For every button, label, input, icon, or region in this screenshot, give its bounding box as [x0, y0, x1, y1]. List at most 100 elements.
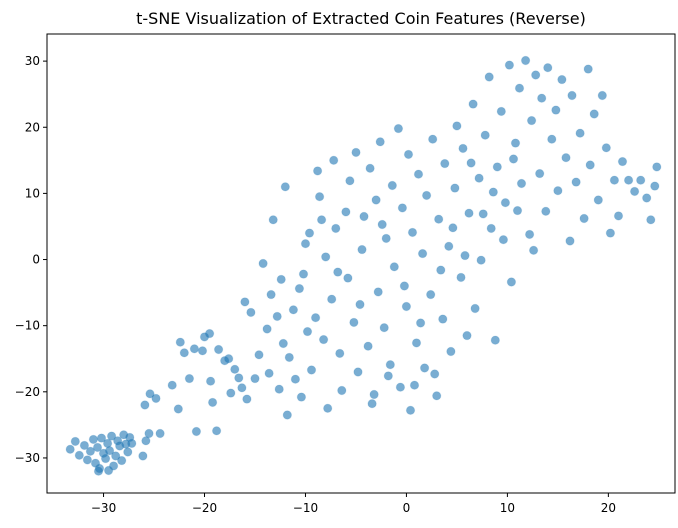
data-point: [385, 360, 395, 370]
data-point: [480, 130, 490, 140]
data-point: [490, 335, 500, 345]
data-point: [343, 273, 353, 283]
data-point: [151, 393, 161, 404]
data-point: [430, 369, 440, 379]
data-point: [395, 382, 406, 392]
data-point: [345, 176, 355, 186]
data-point: [629, 186, 640, 197]
data-point: [381, 233, 391, 244]
data-point: [585, 160, 595, 170]
data-point: [226, 388, 236, 398]
data-point: [462, 330, 472, 341]
data-point: [337, 385, 347, 396]
data-point: [456, 272, 466, 283]
y-tick-label: −10: [15, 319, 40, 333]
data-point: [268, 215, 278, 225]
data-point: [104, 446, 115, 456]
data-point: [294, 283, 305, 294]
data-point: [436, 265, 446, 275]
data-point: [96, 433, 107, 443]
data-point: [417, 248, 428, 259]
data-point: [282, 410, 292, 420]
data-point: [175, 337, 186, 347]
data-point: [484, 72, 494, 82]
data-point: [191, 426, 202, 437]
data-point: [367, 399, 377, 409]
data-point: [123, 447, 133, 457]
x-tick-label: 10: [500, 501, 515, 515]
data-point: [321, 252, 331, 262]
data-point: [138, 451, 148, 461]
points-layer: [65, 55, 662, 476]
data-point: [450, 183, 460, 193]
data-point: [377, 219, 387, 230]
data-point: [375, 137, 385, 147]
data-point: [204, 328, 215, 339]
data-point: [230, 364, 240, 374]
data-point: [605, 228, 616, 238]
data-point: [280, 182, 290, 192]
x-tick-label: 0: [403, 501, 411, 515]
data-point: [92, 442, 103, 453]
data-point: [211, 426, 222, 436]
data-point: [74, 450, 85, 460]
data-point: [207, 397, 218, 408]
data-point: [288, 305, 299, 315]
data-point: [393, 123, 404, 134]
data-point: [498, 235, 509, 245]
data-point: [167, 380, 177, 390]
data-point: [298, 269, 309, 279]
data-point: [452, 121, 462, 131]
data-point: [141, 436, 151, 446]
data-point: [405, 405, 416, 415]
data-point: [353, 367, 363, 377]
y-tick-label: 0: [32, 253, 40, 267]
data-point: [335, 348, 345, 359]
data-point: [106, 431, 117, 441]
data-point: [197, 346, 208, 356]
data-point: [411, 338, 422, 348]
data-point: [145, 389, 155, 399]
data-point: [413, 169, 424, 179]
data-point: [642, 193, 652, 203]
data-point: [541, 206, 551, 217]
y-tick-label: −20: [15, 385, 40, 399]
data-point: [601, 143, 611, 153]
data-point: [127, 438, 137, 449]
data-point: [258, 258, 268, 269]
data-point: [327, 294, 337, 304]
data-point: [284, 352, 294, 363]
data-point: [407, 227, 418, 238]
data-point: [341, 207, 351, 217]
data-point: [579, 213, 589, 224]
data-point: [508, 154, 519, 164]
data-point: [65, 444, 75, 454]
data-point: [365, 163, 375, 174]
data-point: [460, 250, 470, 261]
data-point: [70, 436, 81, 447]
y-tick-label: −30: [15, 451, 40, 465]
data-point: [179, 348, 190, 358]
data-point: [466, 158, 476, 168]
data-point: [369, 389, 379, 400]
data-point: [415, 318, 426, 328]
data-point: [111, 451, 121, 461]
data-point: [470, 303, 480, 314]
data-point: [272, 311, 282, 322]
data-point: [85, 446, 96, 456]
data-point: [512, 205, 523, 216]
data-point: [250, 373, 260, 384]
data-point: [551, 105, 561, 115]
data-point: [144, 428, 154, 439]
data-point: [553, 186, 563, 196]
data-point: [173, 404, 184, 414]
data-point: [387, 180, 397, 191]
data-point: [575, 128, 585, 138]
data-point: [318, 334, 329, 345]
x-axis: −30 −20 −10 0 10 20: [91, 493, 616, 515]
data-point: [535, 168, 545, 179]
data-point: [331, 223, 341, 234]
data-point: [274, 384, 284, 394]
data-point: [514, 83, 525, 93]
